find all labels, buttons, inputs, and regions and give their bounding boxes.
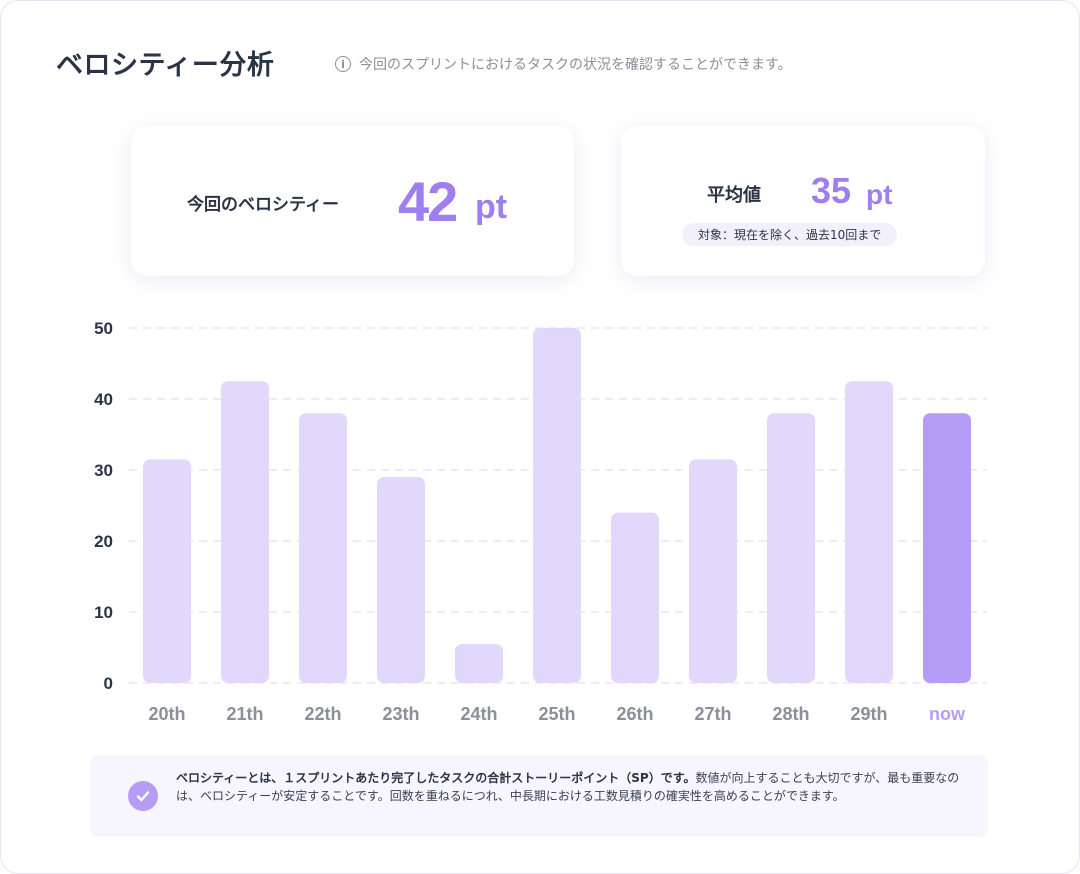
check-icon xyxy=(128,781,158,811)
velocity-bar-chart: 0 10 20 30 40 50 20th 21th 22th 23th 24th 25th 26th 2… xyxy=(94,319,987,724)
explanation-body: 数値が向上することも大切ですが、最も重要なのは、ベロシティーが安定することです。… xyxy=(176,771,960,803)
x-tick-label: 29th xyxy=(850,704,887,724)
info-text: 今回のスプリントにおけるタスクの状況を確認することができます。 xyxy=(359,57,792,73)
bar-22th xyxy=(299,413,347,683)
current-velocity-card: 今回のベロシティー 42 pt xyxy=(131,126,574,276)
bar-29th xyxy=(845,381,893,683)
average-scope-note: 対象：現在を除く、過去10回まで xyxy=(682,223,898,246)
average-unit: pt xyxy=(866,179,893,210)
y-tick-label: 0 xyxy=(104,674,113,693)
x-tick-label: 28th xyxy=(772,704,809,724)
y-tick-label: 10 xyxy=(94,603,113,622)
x-tick-label: 22th xyxy=(304,704,341,724)
x-tick-label: now xyxy=(929,704,966,724)
x-tick-label: 24th xyxy=(460,704,497,724)
x-tick-label: 25th xyxy=(538,704,575,724)
explanation-bold: ベロシティーとは、１スプリントあたり完了したタスクの合計ストーリーポイント（SP… xyxy=(176,771,696,785)
average-label: 平均値 xyxy=(707,185,761,206)
y-tick-label: 50 xyxy=(94,319,113,338)
page-title: ベロシティー分析 xyxy=(56,50,275,81)
bar-20th xyxy=(143,459,191,683)
bar-28th xyxy=(767,413,815,683)
x-tick-label: 20th xyxy=(148,704,185,724)
bar-27th xyxy=(689,459,737,683)
average-value: 35 xyxy=(811,170,852,211)
y-tick-label: 20 xyxy=(94,532,113,551)
bar-24th xyxy=(455,643,503,683)
current-velocity-unit: pt xyxy=(475,188,508,226)
y-tick-label: 30 xyxy=(94,461,113,480)
average-velocity-card: 平均値 35 pt 対象：現在を除く、過去10回まで xyxy=(621,126,985,276)
bar-23th xyxy=(377,477,425,683)
x-tick-label: 27th xyxy=(694,704,731,724)
velocity-explanation: ベロシティーとは、１スプリントあたり完了したタスクの合計ストーリーポイント（SP… xyxy=(90,755,988,837)
info-icon: i xyxy=(335,56,351,72)
info-hint: i 今回のスプリントにおけるタスクの状況を確認することができます。 xyxy=(335,54,792,74)
x-tick-label: 26th xyxy=(616,704,653,724)
bar-21th xyxy=(221,381,269,683)
y-tick-label: 40 xyxy=(94,390,113,409)
bar-26th xyxy=(611,512,659,683)
bar-25th xyxy=(533,328,581,683)
current-velocity-value: 42 xyxy=(398,170,458,233)
explanation-text: ベロシティーとは、１スプリントあたり完了したタスクの合計ストーリーポイント（SP… xyxy=(176,769,976,805)
x-tick-label: 23th xyxy=(382,704,419,724)
current-velocity-label: 今回のベロシティー xyxy=(187,195,339,215)
bar-now xyxy=(923,413,971,683)
x-tick-label: 21th xyxy=(226,704,263,724)
